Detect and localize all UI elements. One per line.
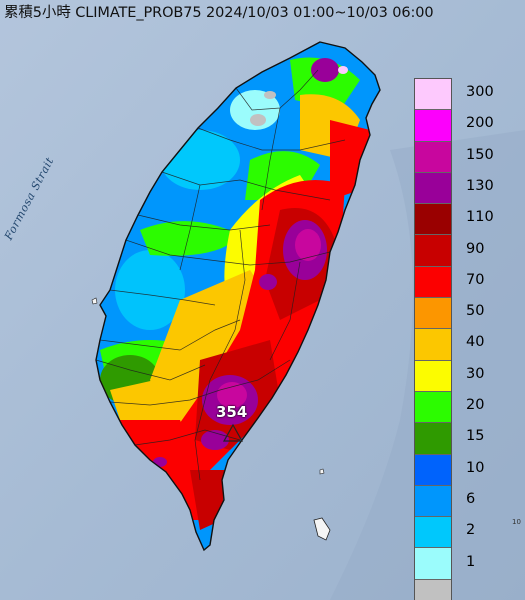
green-island: [319, 468, 325, 475]
legend-label: 30: [466, 365, 485, 382]
legend-label: 90: [466, 240, 485, 257]
legend-label: 40: [466, 334, 485, 351]
legend-swatch: [415, 485, 451, 518]
legend-swatch: [415, 360, 451, 392]
legend-swatch: [415, 110, 451, 142]
legend-swatch: [415, 204, 451, 236]
legend-swatch: [415, 454, 451, 486]
legend-swatch: [415, 298, 451, 330]
color-legend: [414, 78, 452, 600]
map-title: 累積5小時 CLIMATE_PROB75 2024/10/03 01:00~10…: [4, 5, 434, 21]
max-station-value: 354: [216, 403, 248, 421]
legend-label: 300: [466, 84, 494, 100]
legend-swatch: [415, 423, 451, 455]
legend-swatch: [415, 391, 451, 424]
legend-swatch: [415, 579, 451, 600]
islet: [91, 297, 98, 305]
legend-label: 130: [466, 177, 494, 194]
edge-mark: 10: [512, 518, 521, 526]
admin-boundaries: [95, 69, 346, 481]
legend-label: 150: [466, 146, 494, 163]
legend-swatch: [415, 517, 451, 549]
legend-swatch: [415, 235, 451, 267]
legend-label: 15: [466, 428, 485, 445]
legend-label: 20: [466, 397, 485, 413]
legend-label: 200: [466, 115, 494, 132]
legend-label: 110: [466, 209, 494, 226]
legend-swatch: [415, 141, 451, 173]
legend-swatch: [415, 79, 451, 111]
legend-label: 1: [466, 553, 476, 570]
legend-label: 10: [466, 459, 485, 476]
max-station-triangle-icon: [222, 423, 244, 442]
legend-swatch: [415, 329, 451, 361]
legend-label: 50: [466, 303, 485, 320]
legend-swatch: [415, 548, 451, 580]
legend-label: 70: [466, 271, 485, 288]
legend-swatch: [415, 266, 451, 299]
legend-swatch: [415, 172, 451, 205]
legend-label: 6: [466, 490, 476, 507]
orchid-island: [313, 517, 331, 541]
legend-label: 2: [466, 522, 476, 539]
